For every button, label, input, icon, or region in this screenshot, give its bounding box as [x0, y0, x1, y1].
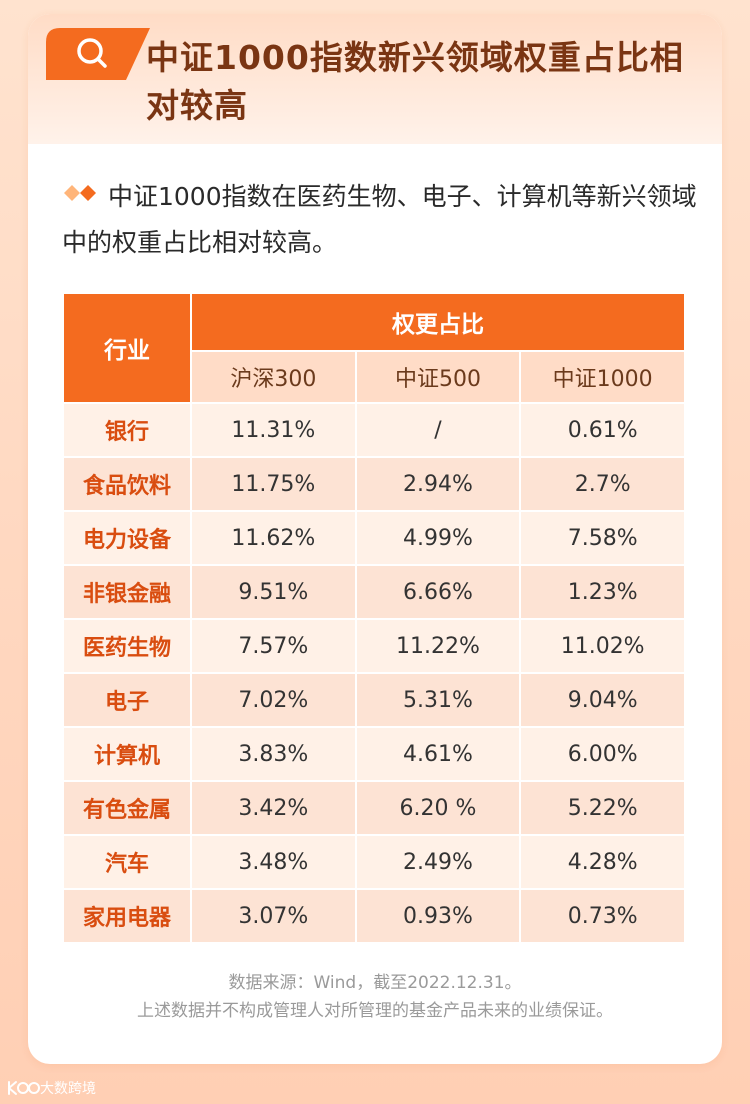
- header-hs300: 沪深300: [192, 352, 355, 402]
- cell-industry: 有色金属: [64, 782, 190, 834]
- page-title: 中证1000指数新兴领域权重占比相对较高: [146, 38, 684, 125]
- cell-zz1000: 5.22%: [521, 782, 684, 834]
- table-row: 有色金属 3.42% 6.20 % 5.22%: [64, 782, 684, 834]
- cell-hs300: 11.75%: [192, 458, 355, 510]
- cell-zz500: 4.99%: [356, 512, 520, 564]
- intro-paragraph: 中证1000指数在医药生物、电子、计算机等新兴领域中的权重占比相对较高。: [62, 172, 702, 266]
- watermark-logo-icon: [6, 1079, 40, 1097]
- watermark-text: 大数跨境: [40, 1081, 96, 1097]
- cell-zz1000: 4.28%: [521, 836, 684, 888]
- cell-industry: 食品饮料: [64, 458, 190, 510]
- cell-industry: 家用电器: [64, 890, 190, 942]
- cell-zz1000: 6.00%: [521, 728, 684, 780]
- table-row: 电子 7.02% 5.31% 9.04%: [64, 674, 684, 726]
- cell-industry: 医药生物: [64, 620, 190, 672]
- cell-hs300: 3.42%: [192, 782, 355, 834]
- watermark: 大数跨境: [6, 1077, 96, 1099]
- cell-zz500: 6.66%: [356, 566, 520, 618]
- cell-zz1000: 2.7%: [521, 458, 684, 510]
- header-weight-group: 权更占比: [192, 294, 684, 350]
- footnote-disclaimer: 上述数据并不构成管理人对所管理的基金产品未来的业绩保证。: [137, 1001, 613, 1021]
- cell-hs300: 11.62%: [192, 512, 355, 564]
- weight-table: 行业 权更占比 沪深300 中证500 中证1000 银行 11.31% / 0…: [62, 292, 686, 944]
- card-header: 中证1000指数新兴领域权重占比相对较高: [28, 14, 722, 144]
- cell-zz500: 2.49%: [356, 836, 520, 888]
- footnote: 数据来源：Wind，截至2022.12.31。 上述数据并不构成管理人对所管理的…: [28, 969, 722, 1025]
- cell-industry: 计算机: [64, 728, 190, 780]
- table-row: 银行 11.31% / 0.61%: [64, 404, 684, 456]
- cell-zz500: 11.22%: [356, 620, 520, 672]
- cell-zz1000: 0.73%: [521, 890, 684, 942]
- weight-table-container: 行业 权更占比 沪深300 中证500 中证1000 银行 11.31% / 0…: [64, 292, 684, 944]
- cell-hs300: 3.83%: [192, 728, 355, 780]
- table-row: 计算机 3.83% 4.61% 6.00%: [64, 728, 684, 780]
- header-industry: 行业: [64, 294, 190, 402]
- cell-industry: 电力设备: [64, 512, 190, 564]
- cell-hs300: 3.07%: [192, 890, 355, 942]
- cell-industry: 汽车: [64, 836, 190, 888]
- footnote-source: 数据来源：Wind，截至2022.12.31。: [228, 973, 522, 993]
- table-row: 汽车 3.48% 2.49% 4.28%: [64, 836, 684, 888]
- table-row: 食品饮料 11.75% 2.94% 2.7%: [64, 458, 684, 510]
- cell-zz500: 6.20 %: [356, 782, 520, 834]
- table-row: 非银金融 9.51% 6.66% 1.23%: [64, 566, 684, 618]
- cell-zz1000: 0.61%: [521, 404, 684, 456]
- cell-zz1000: 11.02%: [521, 620, 684, 672]
- intro-text: 中证1000指数在医药生物、电子、计算机等新兴领域中的权重占比相对较高。: [62, 182, 697, 257]
- cell-hs300: 9.51%: [192, 566, 355, 618]
- cell-zz1000: 9.04%: [521, 674, 684, 726]
- cell-zz1000: 7.58%: [521, 512, 684, 564]
- cell-zz500: 0.93%: [356, 890, 520, 942]
- cell-zz500: 2.94%: [356, 458, 520, 510]
- header-zz500: 中证500: [356, 352, 520, 402]
- cell-hs300: 7.57%: [192, 620, 355, 672]
- table-row: 电力设备 11.62% 4.99% 7.58%: [64, 512, 684, 564]
- table-row: 家用电器 3.07% 0.93% 0.73%: [64, 890, 684, 942]
- cell-industry: 银行: [64, 404, 190, 456]
- cell-hs300: 11.31%: [192, 404, 355, 456]
- cell-industry: 电子: [64, 674, 190, 726]
- header-zz1000: 中证1000: [521, 352, 684, 402]
- double-diamond-icon: [62, 172, 102, 201]
- cell-zz1000: 1.23%: [521, 566, 684, 618]
- cell-zz500: 4.61%: [356, 728, 520, 780]
- cell-hs300: 7.02%: [192, 674, 355, 726]
- cell-hs300: 3.48%: [192, 836, 355, 888]
- table-row: 医药生物 7.57% 11.22% 11.02%: [64, 620, 684, 672]
- cell-zz500: 5.31%: [356, 674, 520, 726]
- content-card: 中证1000指数新兴领域权重占比相对较高 中证1000指数在医药生物、电子、计算…: [28, 14, 722, 1064]
- cell-zz500: /: [356, 404, 520, 456]
- search-icon: [46, 24, 154, 84]
- cell-industry: 非银金融: [64, 566, 190, 618]
